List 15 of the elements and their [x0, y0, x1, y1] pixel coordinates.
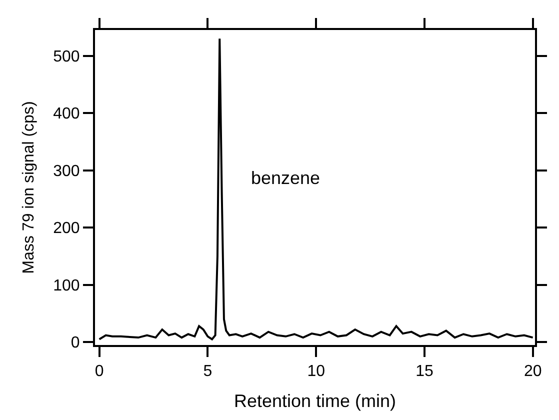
- line-series: [98, 38, 534, 340]
- y-tick-label: 200: [53, 220, 80, 238]
- annotation: benzene: [251, 168, 320, 188]
- y-tick-label: 100: [53, 277, 80, 294]
- y-tick-label: 400: [53, 106, 80, 123]
- x-tick-label: 5: [203, 363, 212, 380]
- y-tick-label: 0: [70, 334, 80, 352]
- y-tick-label: 300: [53, 162, 80, 180]
- x-axis-title: Retention time (min): [234, 390, 396, 411]
- x-tick-label: 0: [94, 363, 104, 380]
- y-axis-title: Mass 79 ion signal (cps): [20, 101, 38, 274]
- x-tick-label: 15: [416, 363, 434, 380]
- x-tick-label: 20: [524, 363, 542, 380]
- x-tick-label: 10: [307, 363, 326, 380]
- y-tick-label: 500: [53, 48, 80, 66]
